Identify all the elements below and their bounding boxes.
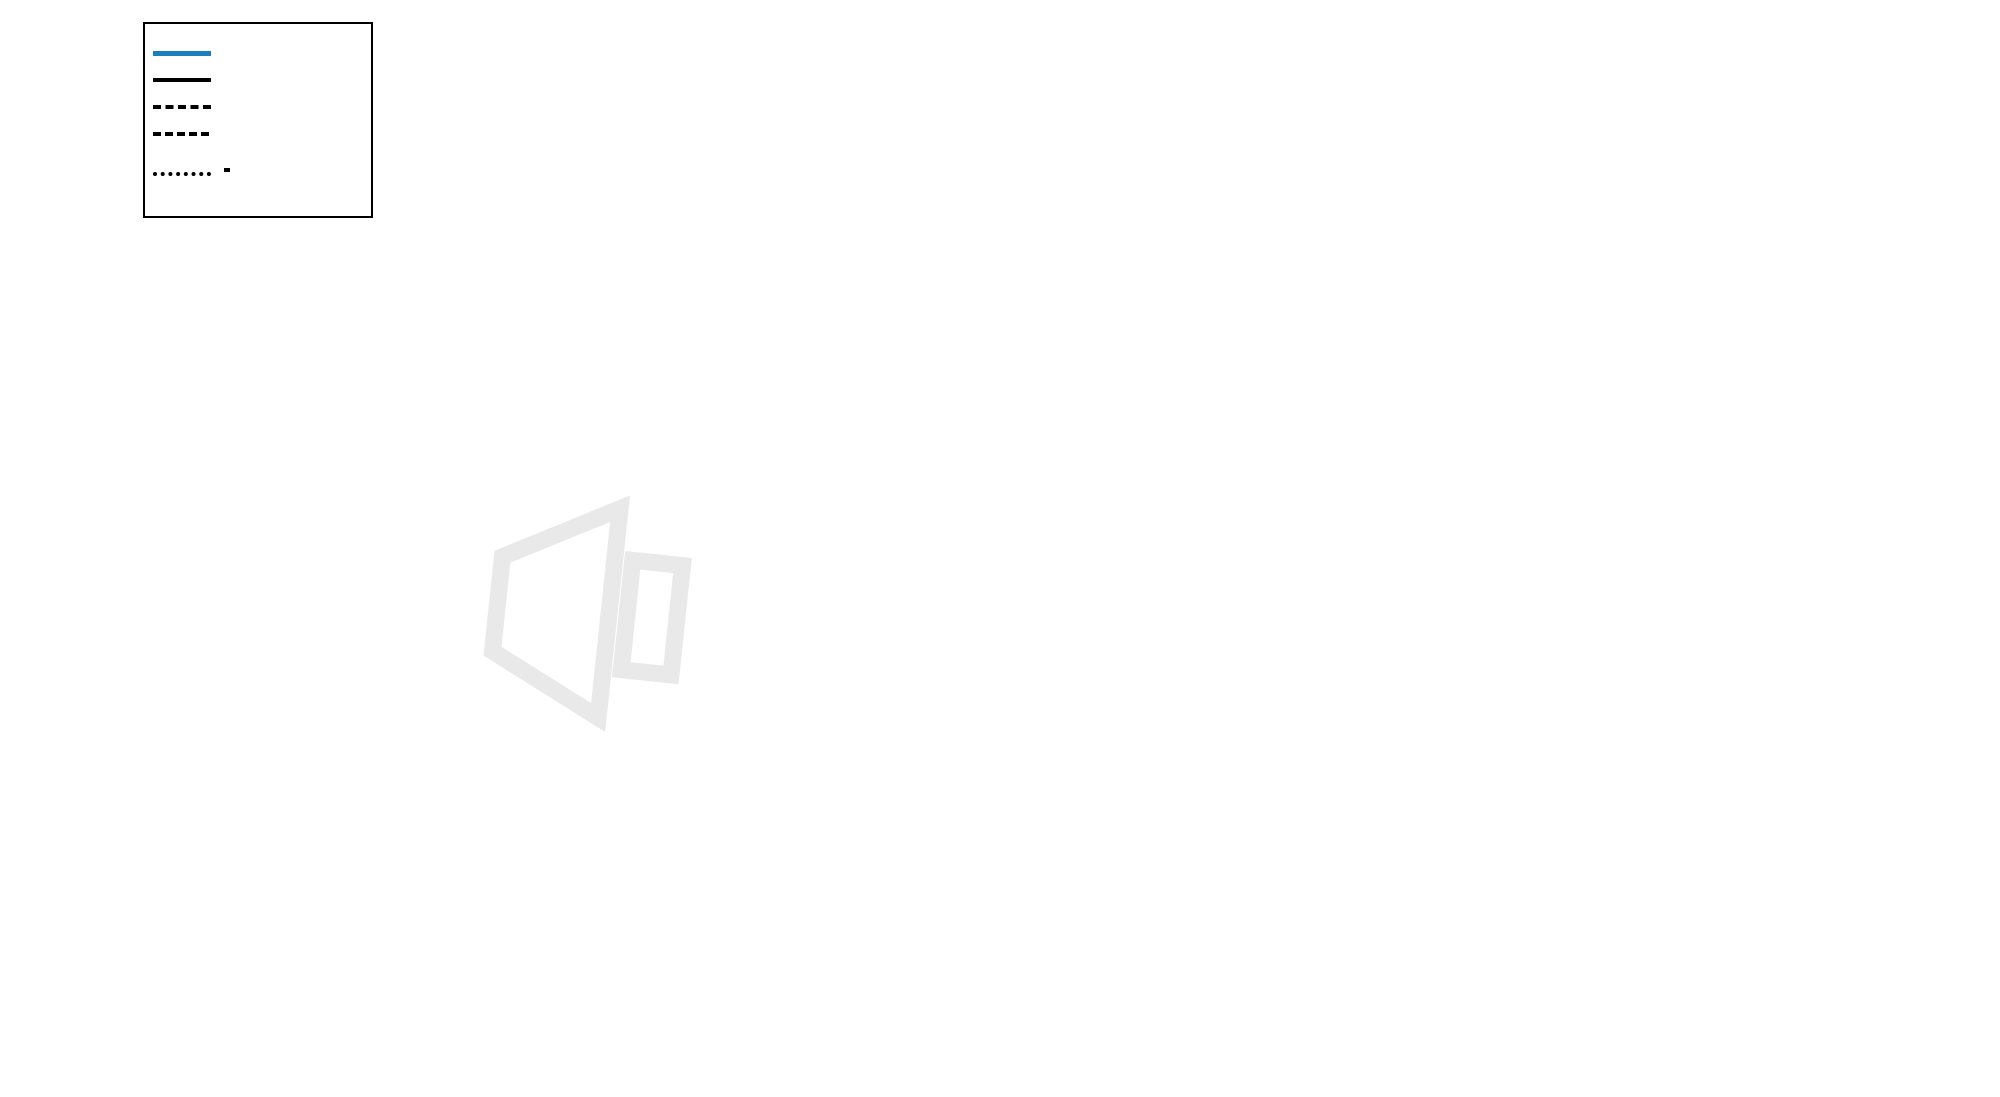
watermark <box>433 274 1598 826</box>
missing-glyph-box <box>224 168 230 173</box>
legend-item-15-off-axis <box>153 104 363 109</box>
dash-short-line-swatch <box>153 104 211 109</box>
dash-long-line-swatch <box>153 131 209 136</box>
legend <box>143 22 373 218</box>
legend-item-30-off-axis <box>153 131 363 136</box>
dotted-line-swatch <box>153 171 211 176</box>
on-axis-line-swatch <box>153 78 211 83</box>
legend-item-45-off-axis <box>153 158 363 189</box>
legend-item-impedance <box>153 50 363 56</box>
speaker-icon <box>483 495 692 733</box>
legend-item-on-axis <box>153 78 363 83</box>
legend-label <box>223 158 235 189</box>
impedance-line-swatch <box>153 50 211 56</box>
